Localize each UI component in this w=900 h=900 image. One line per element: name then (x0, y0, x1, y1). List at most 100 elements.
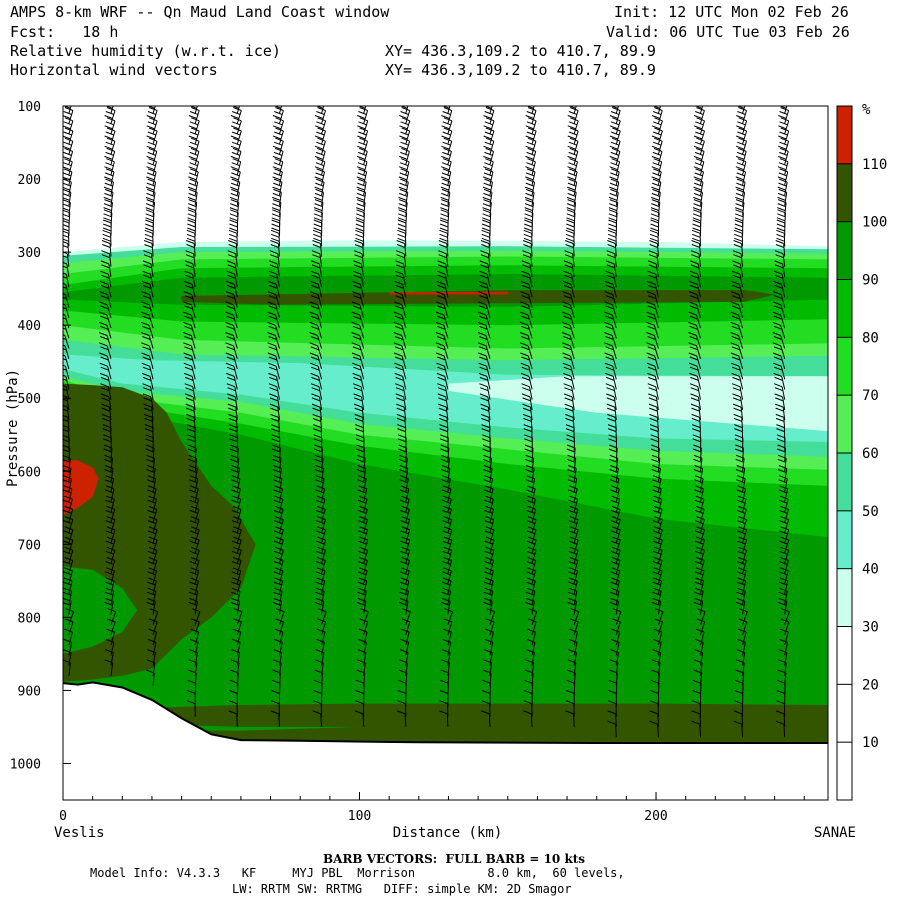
wind-barb (605, 260, 617, 277)
wind-barb (567, 178, 578, 196)
wind-barb (272, 127, 284, 145)
wind-barb (398, 444, 408, 462)
wind-barb (609, 147, 621, 165)
wind-barb (482, 434, 491, 451)
wind-barb (63, 230, 70, 247)
wind-barb (183, 311, 196, 329)
wind-barb (103, 178, 114, 196)
wind-barb (604, 352, 617, 370)
wind-barb (688, 352, 701, 370)
wind-barb (358, 628, 368, 646)
wind-barb (226, 270, 238, 288)
wind-barb (691, 229, 701, 247)
wind-barb (147, 638, 157, 656)
wind-barb (394, 372, 407, 390)
wind-barb (103, 434, 112, 451)
wind-barb (146, 158, 157, 175)
wind-barb (273, 587, 283, 605)
wind-barb (436, 362, 449, 380)
wind-barb (357, 137, 368, 155)
wind-barb (268, 383, 280, 400)
wind-barb (693, 147, 705, 165)
wind-barb (646, 311, 659, 329)
wind-barb (272, 659, 282, 676)
wind-barb (739, 608, 748, 625)
wind-barb (314, 168, 325, 186)
wind-barb (735, 188, 746, 206)
wind-barb (229, 434, 239, 451)
wind-barb (481, 700, 491, 717)
wind-barb (352, 372, 365, 390)
wind-barb (524, 199, 534, 216)
wind-barb (274, 628, 284, 646)
wind-barb (651, 659, 661, 676)
wind-barb (104, 587, 115, 605)
wind-barb (570, 608, 580, 625)
wind-barb (272, 158, 284, 175)
colorbar-swatch (837, 279, 852, 338)
wind-barb (481, 229, 491, 247)
wind-barb (778, 475, 788, 492)
wind-barb (478, 352, 491, 370)
wind-barb (355, 434, 365, 451)
wind-barb (694, 106, 704, 114)
wind-barb (400, 536, 411, 554)
wind-barb (230, 597, 240, 615)
wind-barb (147, 505, 158, 523)
wind-barb (610, 638, 620, 656)
wind-barb (736, 107, 747, 124)
wind-barb (526, 546, 537, 564)
wind-barb (393, 332, 407, 349)
wind-barb (141, 342, 154, 359)
wind-barb (312, 710, 323, 727)
wind-barb (612, 618, 621, 636)
wind-barb (268, 270, 280, 288)
wind-barb (440, 168, 452, 186)
wind-barb (778, 577, 789, 595)
wind-barb (689, 372, 701, 390)
wind-barb (225, 291, 238, 308)
plot-frame (62, 105, 829, 801)
wind-barb (567, 147, 579, 165)
wind-barb (609, 178, 620, 196)
wind-barb (648, 260, 659, 277)
colorbar-label: 30 (862, 620, 879, 636)
wind-barb (605, 280, 617, 298)
wind-barb (437, 270, 449, 288)
wind-barb (231, 649, 241, 666)
wind-barb (526, 495, 536, 513)
wind-barb (104, 659, 114, 676)
wind-barb (358, 526, 369, 544)
wind-barb (607, 720, 617, 738)
xy-range-1: XY= 436.3,109.2 to 410.7, 89.9 (385, 42, 656, 60)
wind-barb (730, 342, 744, 359)
wind-barb (105, 516, 116, 533)
wind-barb (441, 465, 451, 482)
wind-barb (100, 270, 112, 288)
wind-barb (395, 393, 407, 410)
rh-band-30-11 (448, 376, 828, 432)
wind-barb (398, 168, 410, 186)
wind-barb (274, 526, 284, 544)
wind-barb (564, 250, 575, 267)
wind-barb (444, 608, 453, 625)
wind-barb (694, 587, 704, 605)
wind-barb (184, 270, 196, 288)
wind-barb (776, 229, 786, 247)
wind-barb (609, 137, 621, 155)
wind-barb (567, 158, 578, 175)
wind-barb (443, 618, 453, 636)
wind-barb (399, 475, 409, 492)
wind-barb (567, 659, 577, 676)
wind-barb (443, 628, 452, 646)
wind-barb (693, 178, 704, 196)
wind-barb (606, 250, 617, 267)
wind-barb (147, 649, 156, 666)
wind-barb (568, 557, 579, 574)
wind-barb (351, 352, 365, 370)
wind-barb (189, 546, 200, 564)
wind-barb (519, 321, 533, 339)
wind-barb (188, 454, 198, 472)
wind-barb (309, 332, 323, 349)
